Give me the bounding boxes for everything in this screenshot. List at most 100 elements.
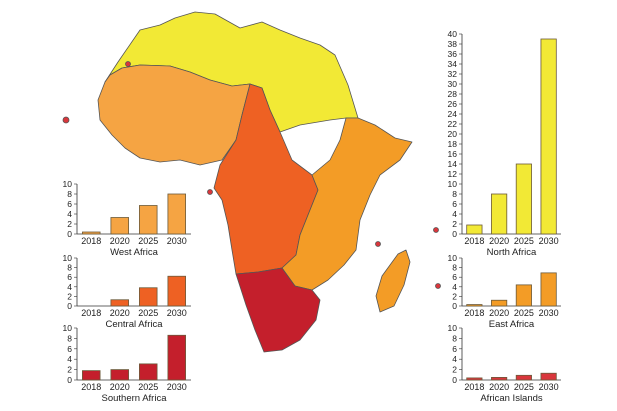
x-axis-label: East Africa — [489, 319, 535, 330]
x-axis-label: African Islands — [480, 393, 543, 404]
x-axis-label: Southern Africa — [102, 393, 168, 404]
y-tick-label: 8 — [67, 263, 72, 273]
x-tick-label: 2018 — [81, 308, 101, 318]
y-tick-label: 36 — [448, 49, 458, 59]
x-tick-label: 2030 — [167, 236, 187, 246]
y-tick-label: 0 — [452, 375, 457, 385]
bar-southern-africa-2025 — [139, 363, 158, 381]
y-tick-label: 8 — [452, 263, 457, 273]
y-tick-label: 4 — [452, 354, 457, 364]
x-axis-label: West Africa — [110, 247, 159, 258]
bar-african-islands-2020 — [491, 377, 508, 381]
x-tick-label: 2030 — [539, 308, 559, 318]
bar-african-islands-2030 — [540, 372, 557, 381]
y-tick-label: 8 — [67, 333, 72, 343]
x-axis-label: North Africa — [487, 247, 537, 258]
x-axis-label: Central Africa — [105, 319, 163, 330]
y-tick-label: 6 — [452, 199, 457, 209]
y-tick-label: 4 — [452, 282, 457, 292]
bar-central-africa-2025 — [139, 287, 158, 307]
y-tick-label: 0 — [67, 375, 72, 385]
y-tick-label: 34 — [448, 59, 458, 69]
y-tick-label: 10 — [63, 253, 73, 263]
bar-african-islands-2025 — [515, 374, 532, 381]
y-tick-label: 0 — [67, 301, 72, 311]
x-tick-label: 2020 — [489, 382, 509, 392]
y-tick-label: 10 — [63, 323, 73, 333]
y-tick-label: 16 — [448, 149, 458, 159]
y-tick-label: 2 — [67, 219, 72, 229]
bar-east-africa-2025 — [515, 284, 532, 307]
bar-central-africa-2020 — [110, 299, 129, 307]
y-tick-label: 2 — [452, 219, 457, 229]
x-tick-label: 2025 — [138, 236, 158, 246]
bar-north-africa-2018 — [466, 224, 483, 235]
x-tick-label: 2030 — [167, 382, 187, 392]
map-island-seychelles — [433, 227, 439, 233]
y-tick-label: 40 — [448, 29, 458, 39]
bar-central-africa-2030 — [167, 275, 186, 307]
x-tick-label: 2030 — [539, 382, 559, 392]
y-tick-label: 6 — [67, 344, 72, 354]
x-tick-label: 2030 — [167, 308, 187, 318]
bar-southern-africa-2030 — [167, 334, 186, 381]
y-tick-label: 22 — [448, 119, 458, 129]
y-tick-label: 2 — [452, 291, 457, 301]
y-tick-label: 4 — [67, 209, 72, 219]
x-tick-label: 2020 — [489, 308, 509, 318]
bar-southern-africa-2018 — [82, 370, 101, 381]
bar-southern-africa-2020 — [110, 369, 129, 381]
x-tick-label: 2025 — [514, 308, 534, 318]
x-tick-label: 2030 — [539, 236, 559, 246]
y-tick-label: 10 — [63, 179, 73, 189]
bar-north-africa-2025 — [515, 163, 532, 235]
map-region-southern-africa — [235, 267, 321, 353]
x-tick-label: 2018 — [464, 382, 484, 392]
bar-north-africa-2030 — [540, 38, 557, 235]
x-tick-label: 2018 — [464, 236, 484, 246]
y-tick-label: 26 — [448, 99, 458, 109]
x-tick-label: 2020 — [110, 382, 130, 392]
map-island-canaries — [125, 61, 131, 67]
bar-north-africa-2020 — [491, 193, 508, 235]
y-tick-label: 2 — [452, 365, 457, 375]
y-tick-label: 2 — [67, 365, 72, 375]
y-tick-label: 20 — [448, 129, 458, 139]
y-tick-label: 6 — [452, 272, 457, 282]
bar-west-africa-2025 — [139, 205, 158, 235]
y-tick-label: 18 — [448, 139, 458, 149]
x-tick-label: 2025 — [138, 382, 158, 392]
bar-west-africa-2020 — [110, 217, 129, 235]
y-tick-label: 10 — [448, 179, 458, 189]
x-tick-label: 2025 — [514, 236, 534, 246]
y-tick-label: 12 — [448, 169, 458, 179]
map-island-mauritius — [435, 283, 441, 289]
bar-east-africa-2020 — [491, 299, 508, 307]
bar-east-africa-2030 — [540, 272, 557, 307]
y-tick-label: 24 — [448, 109, 458, 119]
y-tick-label: 32 — [448, 69, 458, 79]
y-tick-label: 0 — [67, 229, 72, 239]
x-tick-label: 2020 — [489, 236, 509, 246]
bar-african-islands-2018 — [466, 377, 483, 381]
y-tick-label: 6 — [452, 344, 457, 354]
y-tick-label: 0 — [452, 301, 457, 311]
map-madagascar — [375, 249, 411, 313]
y-tick-label: 28 — [448, 89, 458, 99]
y-tick-label: 38 — [448, 39, 458, 49]
chart-north-africa: 0246810121416182022242628303234363840201… — [448, 29, 561, 258]
x-tick-label: 2018 — [81, 236, 101, 246]
y-tick-label: 30 — [448, 79, 458, 89]
y-tick-label: 4 — [67, 354, 72, 364]
y-tick-label: 6 — [67, 272, 72, 282]
y-tick-label: 4 — [67, 282, 72, 292]
x-tick-label: 2018 — [464, 308, 484, 318]
y-tick-label: 10 — [448, 253, 458, 263]
y-tick-label: 10 — [448, 323, 458, 333]
